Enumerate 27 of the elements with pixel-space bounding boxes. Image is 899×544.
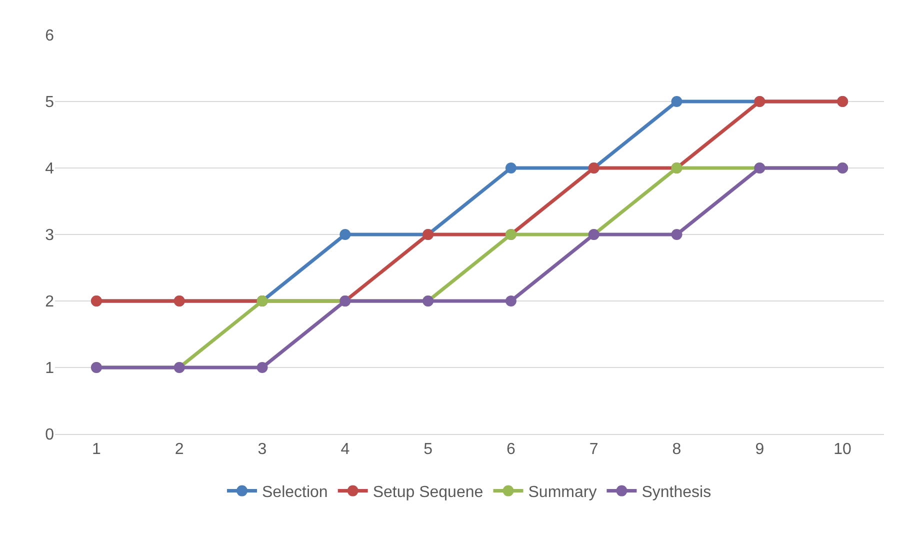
x-tick-label: 2 [174, 441, 184, 458]
point [671, 229, 682, 240]
x-tick-label: 9 [755, 441, 764, 458]
legend-label: Synthesis [642, 484, 712, 502]
x-tick-label: 8 [672, 441, 682, 458]
legend-label: Summary [528, 484, 597, 502]
y-tick-label: 1 [45, 360, 54, 378]
x-tick-label: 3 [258, 441, 267, 458]
point [256, 362, 268, 373]
y-tick-label: 4 [45, 160, 54, 178]
x-tick-label: 7 [589, 441, 598, 458]
y-tick-label: 6 [45, 28, 54, 45]
x-tick-label: 5 [424, 441, 433, 458]
y-tick-label: 3 [45, 227, 54, 244]
point [340, 229, 351, 240]
x-tick-label: 10 [834, 441, 852, 458]
legend-label: Setup Sequene [372, 484, 484, 502]
y-tick-label: 5 [45, 94, 54, 112]
y-tick-label: 0 [45, 426, 54, 444]
x-tick-label: 6 [506, 441, 516, 458]
x-tick-label: 1 [92, 441, 101, 458]
point [505, 162, 516, 174]
point [671, 96, 682, 107]
x-tick-label: 4 [340, 441, 350, 458]
y-tick-label: 2 [45, 294, 54, 311]
point [505, 296, 516, 306]
legend-label: Selection [262, 484, 328, 502]
